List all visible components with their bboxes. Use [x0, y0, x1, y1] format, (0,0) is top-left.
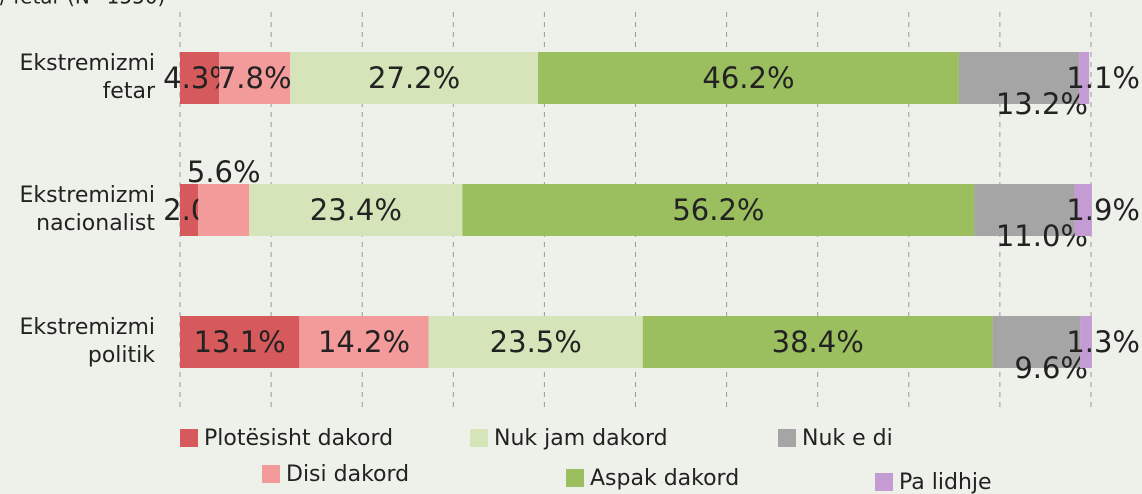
bar-segment — [219, 52, 291, 104]
bar-segment — [180, 184, 199, 236]
legend-label: Nuk e di — [802, 426, 893, 451]
data-label: 11.0% — [996, 219, 1088, 253]
data-label: 9.6% — [1014, 351, 1088, 385]
bar-segment — [180, 52, 220, 104]
legend-swatch — [470, 429, 488, 447]
bar-segment — [198, 184, 250, 236]
bar-segment — [642, 316, 993, 368]
subtitle: / fetar (N=1550) — [0, 0, 165, 9]
bar-segment — [1079, 52, 1090, 104]
data-label: 46.2% — [702, 61, 794, 95]
data-label: 1.9% — [1066, 193, 1140, 227]
data-label: 5.6% — [187, 155, 261, 189]
data-label: 23.4% — [310, 193, 402, 227]
bar-segment — [992, 316, 1081, 368]
bar-segment — [249, 184, 463, 236]
bar-segment — [290, 52, 539, 104]
data-label: 38.4% — [772, 325, 864, 359]
data-label: 14.2% — [318, 325, 410, 359]
bar-segment — [958, 52, 1080, 104]
bar-segment — [974, 184, 1075, 236]
legend-swatch — [778, 429, 796, 447]
category-label: Ekstremizmi nacionalist — [19, 183, 155, 236]
bar-segment — [180, 316, 300, 368]
bar-segment — [428, 316, 643, 368]
bar-segment — [462, 184, 975, 236]
data-label: 27.2% — [368, 61, 460, 95]
legend-label: Disi dakord — [286, 462, 409, 487]
legend-label: Aspak dakord — [590, 466, 739, 491]
legend-swatch — [262, 465, 280, 483]
data-label: 1.3% — [1066, 325, 1140, 359]
legend-label: Nuk jam dakord — [494, 426, 668, 451]
bar-segment — [1074, 184, 1092, 236]
data-label: 13.2% — [996, 87, 1088, 121]
legend-label: Pa lidhje — [899, 470, 992, 494]
legend-swatch — [180, 429, 198, 447]
bar-segment — [299, 316, 429, 368]
category-label: Ekstremizmi fetar — [19, 51, 155, 104]
legend-swatch — [566, 469, 584, 487]
bar-segment — [538, 52, 959, 104]
data-label: 1.1% — [1066, 61, 1140, 95]
legend-swatch — [875, 473, 893, 491]
legend-label: Plotësisht dakord — [204, 426, 393, 451]
category-label: Ekstremizmi politik — [19, 315, 155, 368]
bar-segment — [1080, 316, 1092, 368]
data-label: 7.8% — [218, 61, 292, 95]
data-label: 56.2% — [672, 193, 764, 227]
data-label: 13.1% — [194, 325, 286, 359]
data-label: 23.5% — [490, 325, 582, 359]
